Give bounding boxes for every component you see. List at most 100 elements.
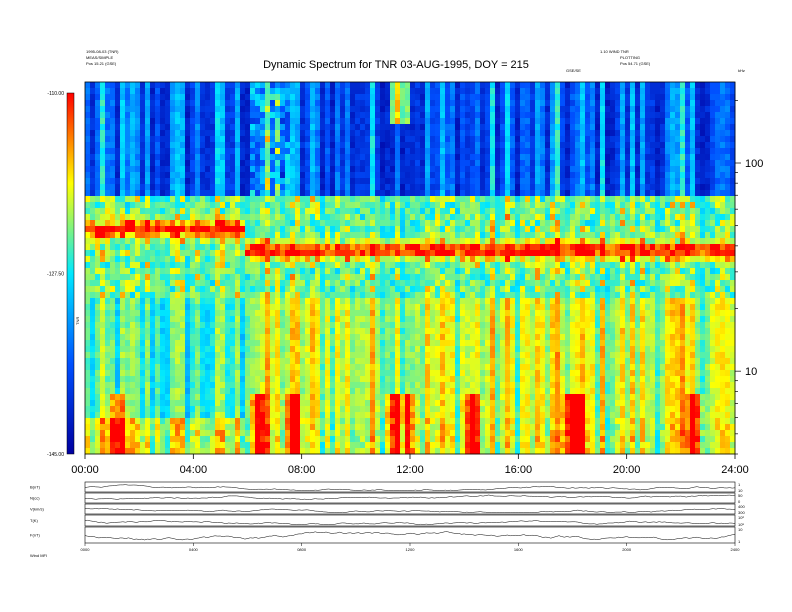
spectrogram-cell xyxy=(295,124,301,131)
spectrogram-cell xyxy=(175,316,181,323)
spectrogram-cell xyxy=(110,334,116,341)
spectrogram-cell xyxy=(470,190,476,197)
spectrogram-cell xyxy=(340,268,346,275)
spectrogram-cell xyxy=(190,208,196,215)
spectrogram-cell xyxy=(310,442,316,449)
spectrogram-cell xyxy=(320,388,326,395)
spectrogram-cell xyxy=(405,346,411,353)
spectrogram-cell xyxy=(285,172,291,179)
spectrogram-cell xyxy=(370,112,376,119)
spectrogram-cell xyxy=(240,166,246,173)
spectrogram-cell xyxy=(105,316,111,323)
spectrogram-cell xyxy=(150,82,156,89)
spectrogram-cell xyxy=(485,166,491,173)
spectrogram-cell xyxy=(480,166,486,173)
spectrogram-cell xyxy=(225,388,231,395)
spectrogram-cell xyxy=(300,274,306,281)
spectrogram-cell xyxy=(380,436,386,443)
spectrogram-cell xyxy=(205,442,211,449)
spectrogram-cell xyxy=(460,400,466,407)
spectrogram-cell xyxy=(430,286,436,293)
spectrogram-cell xyxy=(445,148,451,155)
spectrogram-cell xyxy=(85,316,91,323)
spectrogram-cell xyxy=(305,178,311,185)
spectrogram-cell xyxy=(310,298,316,305)
spectrogram-cell xyxy=(320,250,326,257)
spectrogram-cell xyxy=(285,316,291,323)
spectrogram-cell xyxy=(405,274,411,281)
spectrogram-cell xyxy=(255,400,261,407)
spectrogram-cell xyxy=(270,250,276,257)
spectrogram-cell xyxy=(475,142,481,149)
spectrogram-cell xyxy=(425,232,431,239)
spectrogram-cell xyxy=(145,346,151,353)
spectrogram-cell xyxy=(385,82,391,89)
spectrogram-cell xyxy=(230,334,236,341)
spectrogram-cell xyxy=(330,400,336,407)
spectrogram-cell xyxy=(235,160,241,167)
spectrogram-cell xyxy=(130,244,136,251)
spectrogram-cell xyxy=(425,448,431,455)
spectrogram-cell xyxy=(360,310,366,317)
spectrogram-cell xyxy=(335,448,341,455)
spectrogram-cell xyxy=(85,352,91,359)
spectrogram-cell xyxy=(240,184,246,191)
spectrogram-cell xyxy=(160,190,166,197)
spectrogram-cell xyxy=(160,226,166,233)
spectrogram-cell xyxy=(335,226,341,233)
spectrogram-cell xyxy=(300,190,306,197)
spectrogram-cell xyxy=(460,232,466,239)
spectrogram-cell xyxy=(415,406,421,413)
spectrogram-cell xyxy=(125,394,131,401)
spectrogram-cell xyxy=(140,382,146,389)
spectrogram-cell xyxy=(195,388,201,395)
spectrogram-cell xyxy=(395,352,401,359)
spectrogram-cell xyxy=(170,424,176,431)
spectrogram-cell xyxy=(195,328,201,335)
spectrogram-cell xyxy=(300,370,306,377)
spectrogram-cell xyxy=(470,196,476,203)
spectrogram-cell xyxy=(215,142,221,149)
spectrogram-cell xyxy=(445,340,451,347)
spectrogram-cell xyxy=(430,208,436,215)
spectrogram-cell xyxy=(95,94,101,101)
spectrogram-cell xyxy=(365,448,371,455)
spectrogram-cell xyxy=(90,100,96,107)
spectrogram-cell xyxy=(190,352,196,359)
spectrogram-cell xyxy=(170,412,176,419)
spectrogram-cell xyxy=(290,256,296,263)
spectrogram-cell xyxy=(415,196,421,203)
spectrogram-cell xyxy=(125,412,131,419)
spectrogram-cell xyxy=(370,274,376,281)
spectrogram-cell xyxy=(265,112,271,119)
spectrogram-cell xyxy=(400,382,406,389)
spectrogram-cell xyxy=(230,238,236,245)
spectrogram-cell xyxy=(175,172,181,179)
spectrogram-cell xyxy=(330,442,336,449)
spectrogram-cell xyxy=(185,322,191,329)
spectrogram-cell xyxy=(335,322,341,329)
spectrogram-cell xyxy=(160,88,166,95)
spectrogram-cell xyxy=(415,166,421,173)
spectrogram-cell xyxy=(390,322,396,329)
spectrogram-cell xyxy=(100,346,106,353)
spectrogram-cell xyxy=(435,178,441,185)
spectrogram-cell xyxy=(90,124,96,131)
spectrogram-cell xyxy=(180,436,186,443)
spectrogram-cell xyxy=(180,166,186,173)
spectrogram-cell xyxy=(155,124,161,131)
spectrogram-cell xyxy=(155,304,161,311)
spectrogram-cell xyxy=(410,124,416,131)
spectrogram-cell xyxy=(290,160,296,167)
spectrogram-cell xyxy=(240,178,246,185)
spectrogram-cell xyxy=(360,304,366,311)
spectrogram-cell xyxy=(340,118,346,125)
spectrogram-cell xyxy=(420,166,426,173)
spectrogram-cell xyxy=(145,214,151,221)
spectrogram-cell xyxy=(480,376,486,383)
spectrogram-cell xyxy=(370,406,376,413)
spectrogram-cell xyxy=(235,130,241,137)
spectrogram-cell xyxy=(425,280,431,287)
spectrogram-cell xyxy=(190,448,196,455)
spectrogram-cell xyxy=(255,214,261,221)
